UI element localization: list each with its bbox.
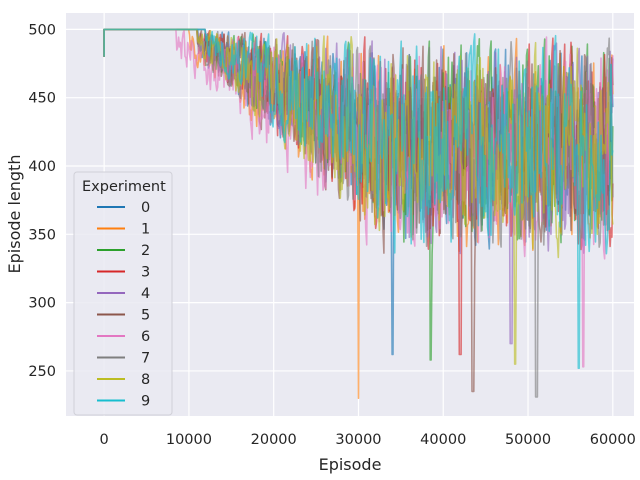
legend-label-9: 9	[141, 394, 150, 410]
legend-label-3: 3	[141, 265, 150, 281]
legend-label-5: 5	[141, 308, 150, 324]
y-tick-label: 400	[28, 159, 56, 175]
x-tick-label: 10000	[166, 432, 212, 448]
legend-label-8: 8	[141, 372, 150, 388]
x-tick-label: 60000	[590, 432, 636, 448]
legend-label-1: 1	[141, 222, 150, 238]
x-tick-labels: 0 10000 20000 30000 40000 50000 60000	[100, 432, 636, 448]
legend-items: 0 1 2 3 4 5 6 7 8 9	[97, 200, 150, 410]
legend-label-0: 0	[141, 200, 150, 216]
legend-label-6: 6	[141, 329, 150, 345]
y-tick-labels: 250 300 350 400 450 500	[28, 22, 56, 380]
series-layer	[103, 28, 614, 399]
y-tick-label: 250	[28, 364, 56, 380]
x-axis-title: Episode	[319, 455, 382, 474]
legend: Experiment 0 1 2 3 4 5 6 7 8 9	[73, 171, 173, 416]
y-tick-label: 300	[28, 296, 56, 312]
legend-label-7: 7	[141, 351, 150, 367]
x-tick-label: 30000	[335, 432, 381, 448]
x-tick-label: 0	[100, 432, 109, 448]
x-tick-label: 40000	[420, 432, 466, 448]
legend-label-2: 2	[141, 243, 150, 259]
y-tick-label: 500	[28, 22, 56, 38]
x-tick-label: 50000	[505, 432, 551, 448]
y-tick-label: 350	[28, 227, 56, 243]
legend-label-4: 4	[141, 286, 150, 302]
x-tick-label: 20000	[251, 432, 297, 448]
y-axis-title: Episode length	[5, 155, 24, 274]
legend-title: Experiment	[82, 179, 166, 195]
y-tick-label: 450	[28, 91, 56, 107]
series-line-9	[103, 28, 614, 369]
